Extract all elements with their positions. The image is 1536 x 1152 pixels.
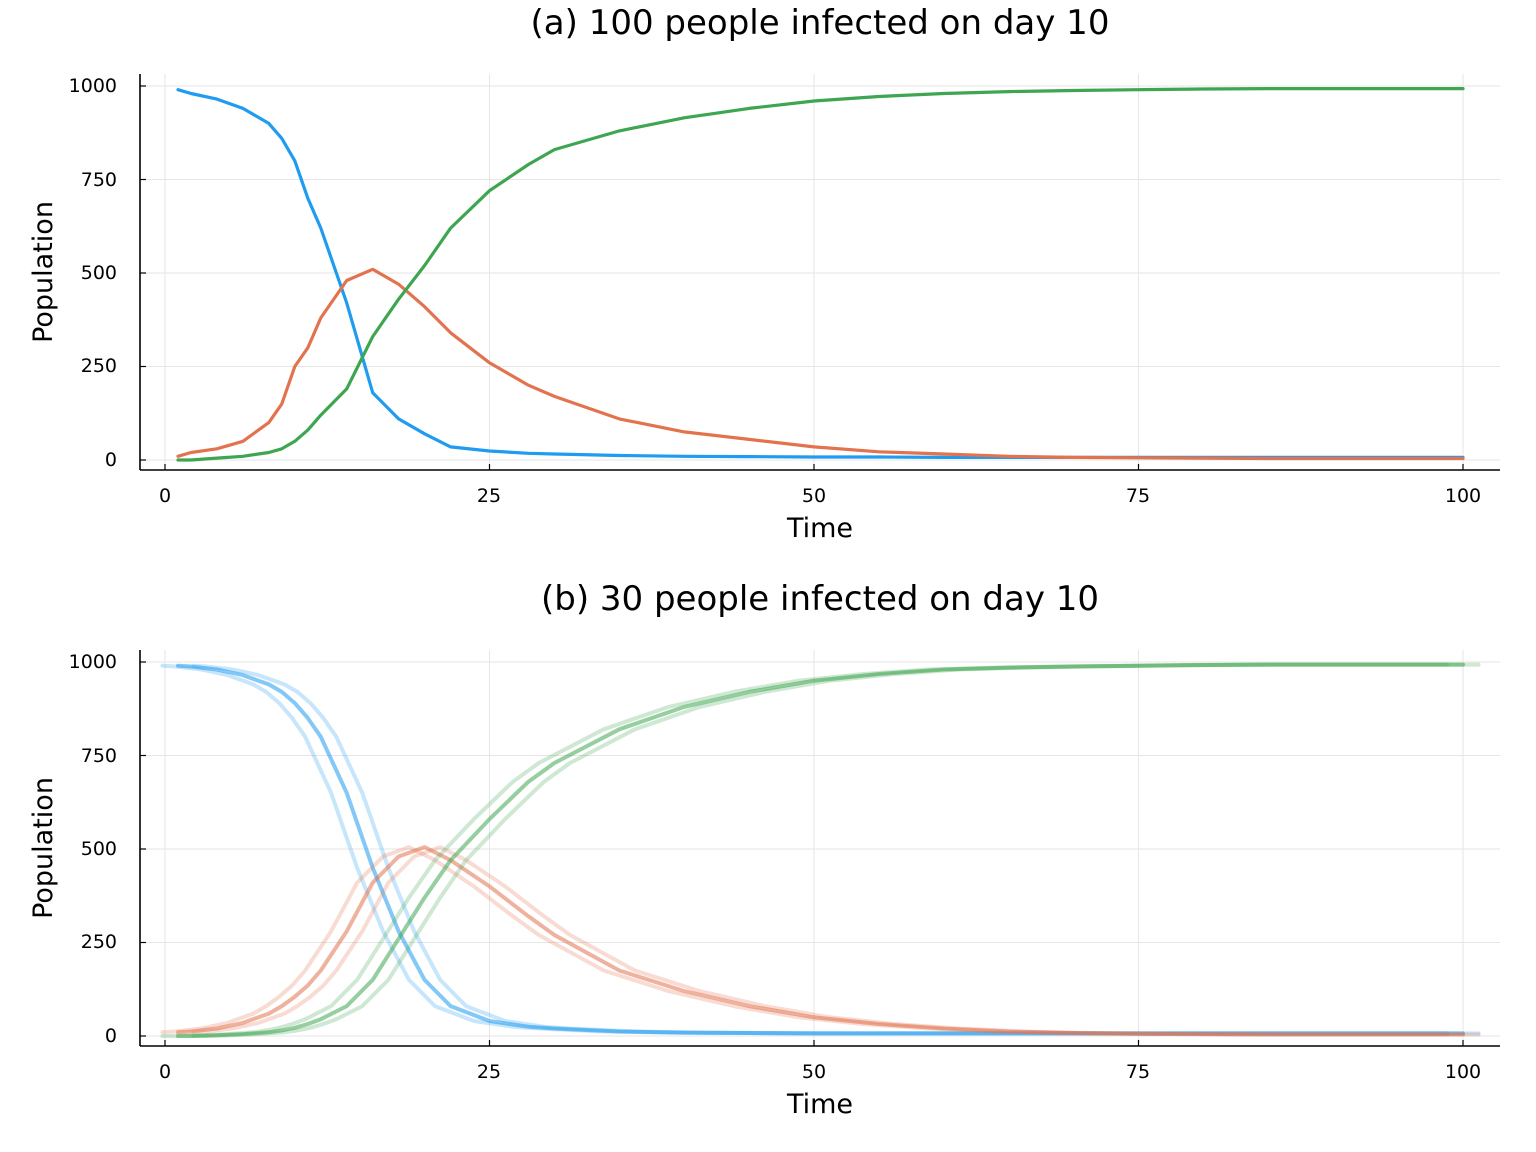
panel-b-infected-line: [191, 845, 1481, 1037]
panel-a-y-tick-label: 250: [81, 355, 117, 377]
panel-b-y-tick-labels: 0 250 500 750 1000: [69, 651, 117, 1047]
panel-b-y-tick-label: 0: [105, 1025, 117, 1047]
panel-b-recovered-line: [191, 662, 1481, 1038]
panel-a: (a) 100 people infected on day 10 0 25 5…: [28, 3, 1500, 544]
panel-a-y-tick-label: 500: [81, 262, 117, 284]
panel-b-x-tick-label: 100: [1445, 1061, 1481, 1083]
panel-b-x-axis-label: Time: [786, 1089, 853, 1120]
panel-a-y-tick-label: 750: [81, 169, 117, 191]
panel-a-recovered-line: [176, 86, 1465, 462]
panel-a-y-tick-label: 0: [105, 449, 117, 471]
panel-b-y-tick-label: 250: [81, 931, 117, 953]
panel-a-y-tick-label: 1000: [69, 75, 117, 97]
panel-a-x-axis-label: Time: [786, 513, 853, 544]
panel-a-x-tick-label: 50: [802, 485, 826, 507]
panel-b-y-tick-label: 750: [81, 745, 117, 767]
panel-b-axes: [139, 650, 1500, 1047]
panel-b-infected-line: [176, 845, 1465, 1037]
panel-b-x-tick-label: 75: [1126, 1061, 1150, 1083]
panel-b-y-tick-label: 500: [81, 838, 117, 860]
panel-b: (b) 30 people infected on day 10 0 25 50…: [28, 579, 1500, 1120]
panel-a-axes: [139, 74, 1500, 471]
panel-a-infected-line: [176, 267, 1465, 461]
panel-b-series: [160, 662, 1481, 1038]
panel-b-x-tick-label: 0: [159, 1061, 171, 1083]
panel-a-x-tick-label: 75: [1126, 485, 1150, 507]
panel-a-x-tick-label: 0: [159, 485, 171, 507]
panel-a-series: [176, 86, 1465, 462]
panel-b-title: (b) 30 people infected on day 10: [541, 579, 1099, 619]
panel-a-x-tick-labels: 0 25 50 75 100: [159, 485, 1481, 507]
panel-b-x-tick-label: 50: [802, 1061, 826, 1083]
panel-a-x-tick-label: 25: [477, 485, 501, 507]
panel-b-y-axis-label: Population: [28, 777, 59, 919]
panel-a-y-axis-label: Population: [28, 201, 59, 343]
panel-a-y-tick-labels: 0 250 500 750 1000: [69, 75, 117, 471]
panel-b-x-tick-label: 25: [477, 1061, 501, 1083]
panel-b-x-tick-labels: 0 25 50 75 100: [159, 1061, 1481, 1083]
panel-b-y-tick-label: 1000: [69, 651, 117, 673]
panel-a-title: (a) 100 people infected on day 10: [531, 3, 1110, 43]
panel-a-x-tick-label: 100: [1445, 485, 1481, 507]
panel-b-recovered-line: [176, 662, 1465, 1038]
